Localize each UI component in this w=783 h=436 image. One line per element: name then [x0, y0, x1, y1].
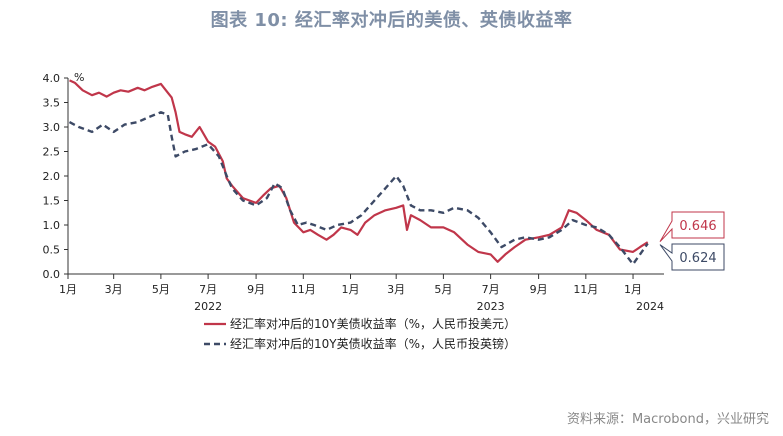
- x-tick-label: 11月: [291, 283, 316, 296]
- series-line-us: [69, 79, 649, 263]
- y-tick-label: 1.0: [43, 219, 61, 232]
- x-tick-label: 9月: [247, 283, 265, 296]
- callout-us-label: 0.646: [679, 219, 716, 234]
- legend-label: 经汇率对冲后的10Y英债收益率（%，人民币投英镑）: [230, 336, 516, 351]
- callouts: 0.646 0.624: [659, 211, 725, 271]
- x-tick-label: 5月: [152, 283, 170, 296]
- chart-title: 图表 10: 经汇率对冲后的美债、英债收益率: [210, 10, 573, 31]
- y-tick-label: 0.0: [43, 268, 61, 281]
- y-tick-label: 0.5: [43, 244, 61, 257]
- y-tick-label: 3.5: [43, 97, 61, 110]
- x-tick-label: 5月: [434, 283, 452, 296]
- x-year-label: 2024: [636, 300, 664, 313]
- x-tick-label: 7月: [199, 283, 217, 296]
- source-note: 资料来源：Macrobond，兴业研究: [566, 412, 769, 427]
- callout-uk-label: 0.624: [679, 251, 716, 266]
- callout-us-box: [659, 211, 725, 243]
- x-tick-label: 3月: [387, 283, 405, 296]
- x-tick-label: 1月: [59, 283, 77, 296]
- x-year-label: 2023: [477, 300, 505, 313]
- callout-uk-box: [659, 243, 725, 271]
- y-tick-label: 2.5: [43, 146, 61, 159]
- legend-label: 经汇率对冲后的10Y美债收益率（%，人民币投美元）: [230, 316, 516, 331]
- y-tick-label: 2.0: [43, 170, 61, 183]
- y-unit-label: %: [74, 71, 84, 84]
- y-tick-label: 4.0: [43, 72, 61, 85]
- x-year-label: 2022: [194, 300, 222, 313]
- x-tick-label: 1月: [342, 283, 360, 296]
- x-tick-label: 1月: [624, 283, 642, 296]
- axes: 0.0 0.5 1.0 1.5 2.0 2.5 3.0 3.5 4.0 % 1月 3月 5月 7月 9月 11…: [43, 71, 665, 313]
- y-tick-label: 1.5: [43, 195, 61, 208]
- series-layer: [68, 79, 649, 266]
- x-tick-label: 7月: [482, 283, 500, 296]
- series-line-uk: [68, 111, 649, 266]
- x-tick-label: 3月: [105, 283, 123, 296]
- line-chart: 0.0 0.5 1.0 1.5 2.0 2.5 3.0 3.5 4.0 % 1月 3月 5月 7月 9月 11…: [43, 71, 725, 351]
- legend: 经汇率对冲后的10Y美债收益率（%，人民币投美元） 经汇率对冲后的10Y英债收益率…: [204, 316, 516, 351]
- y-tick-label: 3.0: [43, 121, 61, 134]
- x-tick-label: 9月: [530, 283, 548, 296]
- x-tick-label: 11月: [573, 283, 598, 296]
